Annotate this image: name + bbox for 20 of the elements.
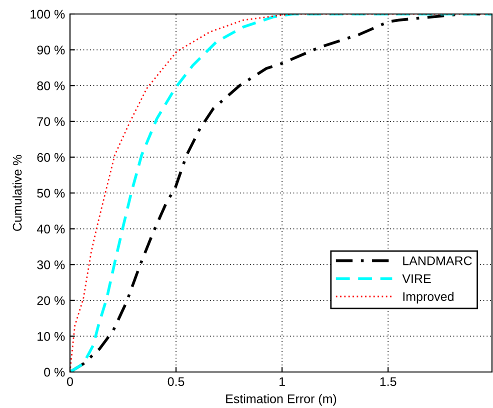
y-tick-label: 70 % [37,117,65,126]
x-tick-label: 0 [67,377,73,386]
y-tick-label: 10 % [38,332,65,341]
x-axis-title: Estimation Error (m) [226,394,336,406]
y-tick-label: 50 % [37,188,65,198]
y-tick-label: 90 % [37,46,65,54]
y-tick-label: 30 % [37,260,65,270]
legend-label: VIRE [402,274,431,283]
x-tick-label: 1.5 [380,377,396,386]
y-tick-label: 100 % [30,10,65,19]
y-axis-title: Cumulative % [12,154,22,231]
y-tick-label: 20 % [37,296,65,306]
y-tick-label: 80 % [37,81,65,90]
y-tick-label: 0 % [44,368,65,377]
y-tick-label: 60 % [37,153,65,162]
legend-label: LANDMARC [403,256,472,266]
x-tick-label: 1 [280,377,285,386]
x-tick-label: 0.5 [168,377,184,386]
legend-label: Improved [403,292,454,304]
y-tick-label: 40 % [36,224,65,234]
